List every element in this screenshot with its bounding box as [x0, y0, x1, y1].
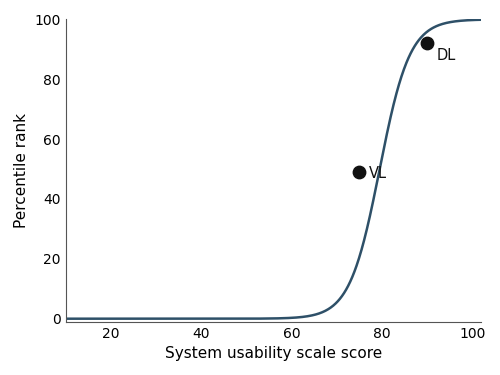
Text: DL: DL	[436, 48, 456, 63]
Y-axis label: Percentile rank: Percentile rank	[14, 113, 29, 228]
Text: VL: VL	[368, 166, 386, 181]
X-axis label: System usability scale score: System usability scale score	[165, 346, 382, 361]
Point	[356, 169, 364, 175]
Point	[423, 40, 431, 46]
